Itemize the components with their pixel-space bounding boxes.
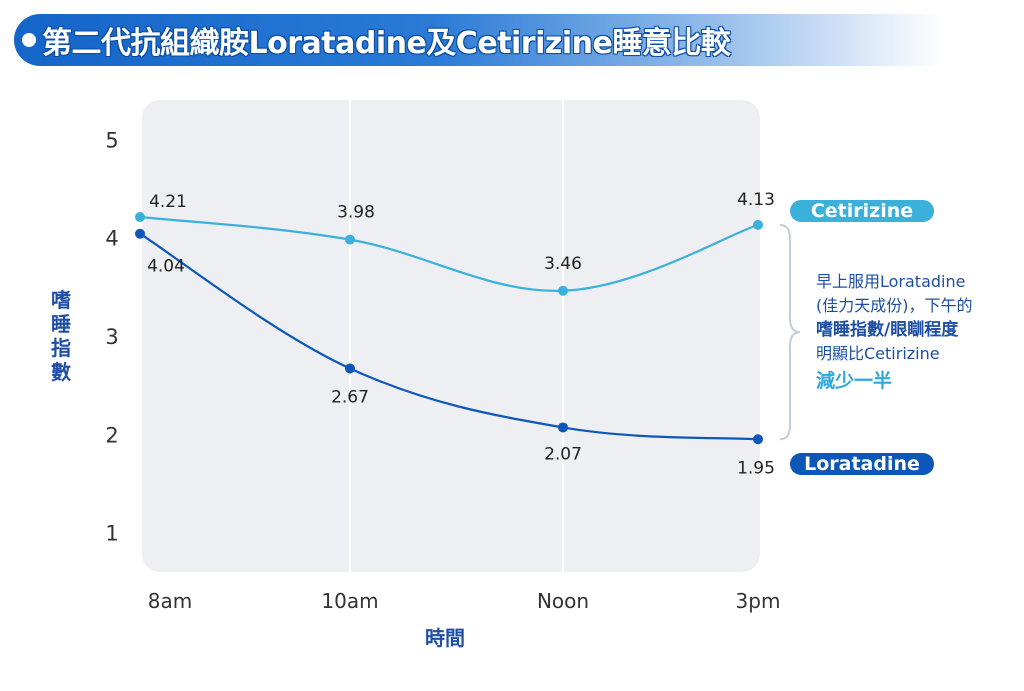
title-banner [14, 14, 944, 66]
legend-loratadine: Loratadine [790, 453, 934, 475]
data-label-cetirizine: 4.21 [149, 192, 187, 212]
annotation-note: 早上服用Loratadine (佳力天成份)，下午的 嗜睡指數/眼瞓程度 明顯比… [816, 270, 1016, 396]
legend-cetirizine: Cetirizine [790, 200, 934, 222]
x-axis-label: 時間 [425, 626, 465, 650]
note-line-4: 明顯比Cetirizine [816, 344, 940, 363]
y-tick-label: 1 [105, 522, 118, 546]
plot-area [142, 100, 760, 572]
data-point-cetirizine [135, 212, 145, 223]
y-tick-label: 3 [105, 325, 118, 349]
note-line-5: 減少一半 [816, 370, 893, 392]
data-point-loratadine [135, 228, 145, 239]
data-label-cetirizine: 4.13 [737, 190, 775, 210]
note-line-3: 嗜睡指數/眼瞓程度 [816, 320, 959, 340]
data-label-loratadine: 1.95 [737, 458, 775, 478]
x-tick-label: 8am [148, 589, 192, 613]
y-tick-label: 4 [105, 227, 118, 251]
data-label-cetirizine: 3.98 [337, 203, 375, 223]
data-label-loratadine: 2.67 [331, 387, 369, 407]
data-point-cetirizine [753, 219, 763, 230]
data-point-cetirizine [345, 234, 355, 245]
title-bullet-icon [22, 33, 36, 47]
series-line-loratadine [139, 232, 759, 441]
x-tick-label: Noon [537, 589, 589, 613]
y-axis-label: 嗜睡指數 [51, 288, 71, 384]
data-point-loratadine [558, 422, 568, 433]
note-line-1: 早上服用Loratadine [816, 272, 966, 291]
chart-title: 第二代抗組織胺Loratadine及Cetirizine睡意比較 [42, 26, 731, 61]
data-label-loratadine: 2.07 [544, 444, 582, 464]
series-line-cetirizine [139, 215, 759, 292]
data-point-loratadine [753, 434, 763, 445]
data-label-loratadine: 4.04 [147, 257, 185, 277]
y-tick-label: 5 [105, 128, 118, 152]
x-tick-label: 3pm [736, 589, 781, 613]
brace-icon [779, 223, 801, 441]
y-tick-label: 2 [105, 423, 118, 447]
data-point-cetirizine [558, 285, 568, 296]
note-line-2: (佳力天成份)，下午的 [816, 296, 973, 315]
data-point-loratadine [345, 363, 355, 374]
data-label-cetirizine: 3.46 [544, 254, 582, 274]
x-tick-label: 10am [321, 589, 378, 613]
